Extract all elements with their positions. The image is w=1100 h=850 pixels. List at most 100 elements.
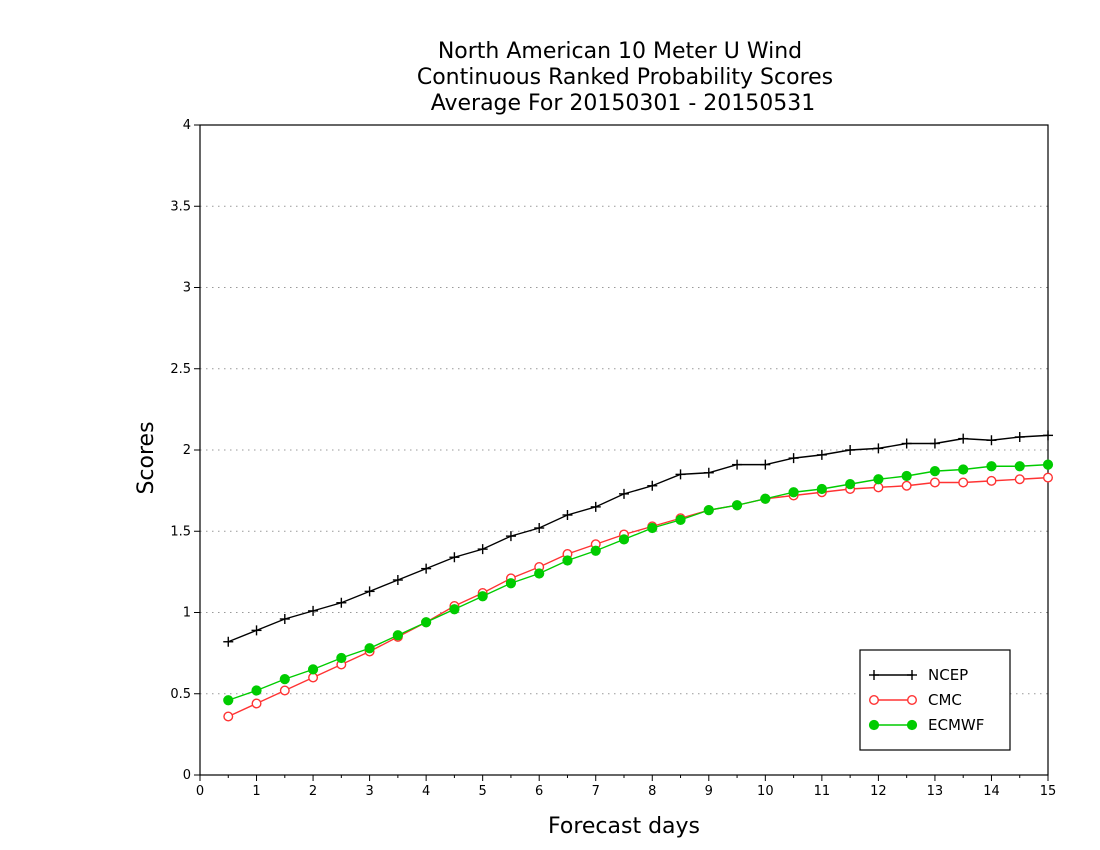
data-point-ecmwf bbox=[590, 545, 601, 556]
x-tick-label: 3 bbox=[365, 784, 373, 799]
data-point-ncep bbox=[534, 523, 545, 533]
data-point-ecmwf bbox=[986, 461, 997, 472]
data-point-ncep bbox=[449, 552, 460, 563]
data-point-cmc bbox=[279, 685, 290, 696]
data-point-ncep bbox=[958, 433, 969, 444]
legend-marker-ecmwf bbox=[868, 719, 880, 731]
data-point-ecmwf bbox=[731, 500, 743, 511]
data-point-ncep bbox=[1043, 430, 1053, 441]
data-point-cmc bbox=[1042, 472, 1053, 483]
gridlines bbox=[200, 205, 1048, 695]
data-point-cmc bbox=[929, 477, 940, 488]
legend-marker-cmc bbox=[869, 695, 880, 706]
y-tick-label: 1 bbox=[183, 606, 191, 621]
data-point-ncep bbox=[873, 443, 884, 454]
y-tick-label: 3 bbox=[183, 281, 191, 296]
data-point-ncep bbox=[477, 544, 488, 555]
data-point-ecmwf bbox=[364, 643, 375, 654]
chart-title-line-1: North American 10 Meter U Wind bbox=[438, 39, 802, 64]
y-tick-label: 3.5 bbox=[170, 199, 191, 214]
data-point-cmc bbox=[901, 480, 912, 491]
data-point-ncep bbox=[308, 605, 319, 616]
chart-title-line-3: Average For 20150301 - 20150531 bbox=[431, 91, 816, 116]
legend-label-ecmwf: ECMWF bbox=[928, 716, 984, 734]
data-point-ncep bbox=[619, 488, 629, 499]
data-point-ecmwf bbox=[279, 674, 290, 685]
data-point-ncep bbox=[223, 636, 234, 647]
data-point-ecmwf bbox=[1014, 461, 1025, 472]
data-point-ncep bbox=[845, 445, 856, 455]
data-point-ecmwf bbox=[816, 483, 827, 495]
legend: NCEP CMC ECMWF bbox=[859, 649, 1011, 751]
x-tick-label: 10 bbox=[757, 784, 774, 799]
data-point-ncep bbox=[986, 435, 997, 446]
data-point-ecmwf bbox=[421, 617, 432, 628]
series-line-ncep bbox=[228, 434, 1049, 643]
y-tick-label: 4 bbox=[183, 118, 191, 133]
x-tick-label: 14 bbox=[983, 784, 1000, 799]
x-tick-label: 9 bbox=[705, 784, 713, 799]
legend-label-cmc: CMC bbox=[928, 691, 962, 709]
data-point-cmc bbox=[1014, 474, 1025, 485]
data-point-ecmwf bbox=[223, 695, 234, 706]
series-layer bbox=[223, 430, 1054, 722]
data-point-ecmwf bbox=[788, 487, 799, 498]
data-point-ecmwf bbox=[1042, 459, 1054, 470]
y-tick-label: 0.5 bbox=[170, 687, 191, 702]
x-tick-label: 4 bbox=[422, 784, 430, 799]
data-point-ecmwf bbox=[505, 578, 517, 589]
data-point-ecmwf bbox=[958, 464, 969, 475]
x-tick-label: 5 bbox=[479, 784, 487, 799]
data-point-ecmwf bbox=[477, 591, 488, 602]
data-point-ecmwf bbox=[534, 568, 545, 579]
series-ecmwf bbox=[223, 459, 1054, 706]
legend-label-ncep: NCEP bbox=[928, 666, 968, 684]
data-point-ncep bbox=[647, 480, 658, 491]
x-tick-label: 6 bbox=[535, 784, 543, 799]
data-point-ncep bbox=[392, 575, 403, 585]
y-tick-label: 1.5 bbox=[170, 524, 191, 539]
y-tick-label: 0 bbox=[183, 768, 191, 783]
y-axis-label: Scores bbox=[134, 421, 159, 494]
data-point-ncep bbox=[590, 501, 601, 512]
data-point-ncep bbox=[421, 563, 432, 574]
data-point-ncep bbox=[505, 531, 516, 542]
x-tick-label: 1 bbox=[252, 784, 260, 799]
data-point-ncep bbox=[788, 453, 799, 464]
data-point-ecmwf bbox=[618, 534, 630, 545]
data-point-cmc bbox=[308, 672, 319, 683]
data-point-ecmwf bbox=[307, 664, 319, 675]
data-point-ecmwf bbox=[675, 514, 686, 525]
data-point-ncep bbox=[1014, 432, 1025, 442]
data-point-cmc bbox=[958, 477, 969, 488]
data-point-ncep bbox=[929, 438, 940, 449]
x-tick-label: 7 bbox=[592, 784, 600, 799]
series-ncep bbox=[223, 430, 1053, 647]
legend-marker-cmc bbox=[907, 695, 918, 706]
x-tick-label: 12 bbox=[870, 784, 887, 799]
data-point-ncep bbox=[901, 438, 912, 449]
x-axis-label: Forecast days bbox=[548, 814, 700, 839]
x-tick-label: 0 bbox=[196, 784, 204, 799]
data-point-ecmwf bbox=[901, 470, 912, 482]
data-point-ncep bbox=[279, 614, 290, 624]
legend-item-ncep: NCEP bbox=[869, 666, 968, 684]
y-axis: 0 0.5 1 1.5 2 2.5 3 3.5 4 bbox=[170, 118, 200, 783]
x-tick-label: 2 bbox=[309, 784, 317, 799]
legend-item-cmc: CMC bbox=[869, 691, 962, 709]
data-point-ncep bbox=[816, 449, 827, 460]
data-point-ecmwf bbox=[647, 522, 658, 534]
chart-title-line-2: Continuous Ranked Probability Scores bbox=[417, 65, 833, 90]
x-tick-label: 8 bbox=[648, 784, 656, 799]
data-point-ncep bbox=[336, 597, 347, 608]
legend-marker-ncep bbox=[907, 670, 917, 680]
data-point-ecmwf bbox=[703, 505, 714, 516]
legend-marker-ecmwf bbox=[906, 719, 918, 731]
data-point-ncep bbox=[364, 586, 375, 597]
data-point-ecmwf bbox=[392, 630, 403, 641]
data-point-cmc bbox=[251, 698, 262, 709]
data-point-ecmwf bbox=[929, 466, 941, 477]
data-point-ncep bbox=[732, 459, 743, 470]
x-tick-label: 13 bbox=[927, 784, 944, 799]
